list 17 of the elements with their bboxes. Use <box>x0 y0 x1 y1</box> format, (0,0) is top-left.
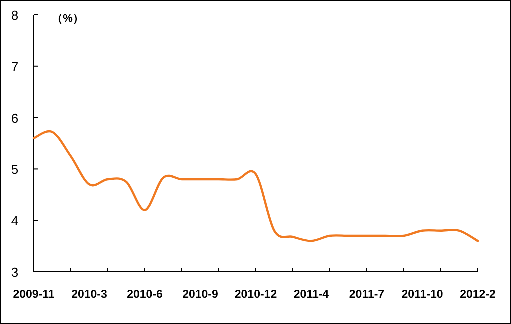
y-tick-label: 8 <box>11 8 19 23</box>
y-tick-label: 6 <box>11 110 19 126</box>
x-tick-label: 2011-10 <box>402 289 444 301</box>
y-tick-label: 5 <box>11 162 19 178</box>
x-tick-label: 2009-11 <box>13 289 56 301</box>
x-tick-label: 2011-7 <box>349 289 385 301</box>
x-tick-label: 2011-4 <box>294 289 330 301</box>
x-tick-label: 2010-9 <box>182 289 218 301</box>
line-series <box>32 130 480 242</box>
x-tick-label: 2010-12 <box>234 289 278 301</box>
x-tick-label: 2010-6 <box>127 289 163 301</box>
y-tick-label: 3 <box>11 265 19 280</box>
y-tick-label: 4 <box>11 214 19 229</box>
y-axis-title: （%） <box>52 13 84 25</box>
x-tick-label: 2010-3 <box>72 289 108 301</box>
x-tick-label: 2012-2 <box>460 289 496 301</box>
y-tick-label: 7 <box>11 59 19 74</box>
